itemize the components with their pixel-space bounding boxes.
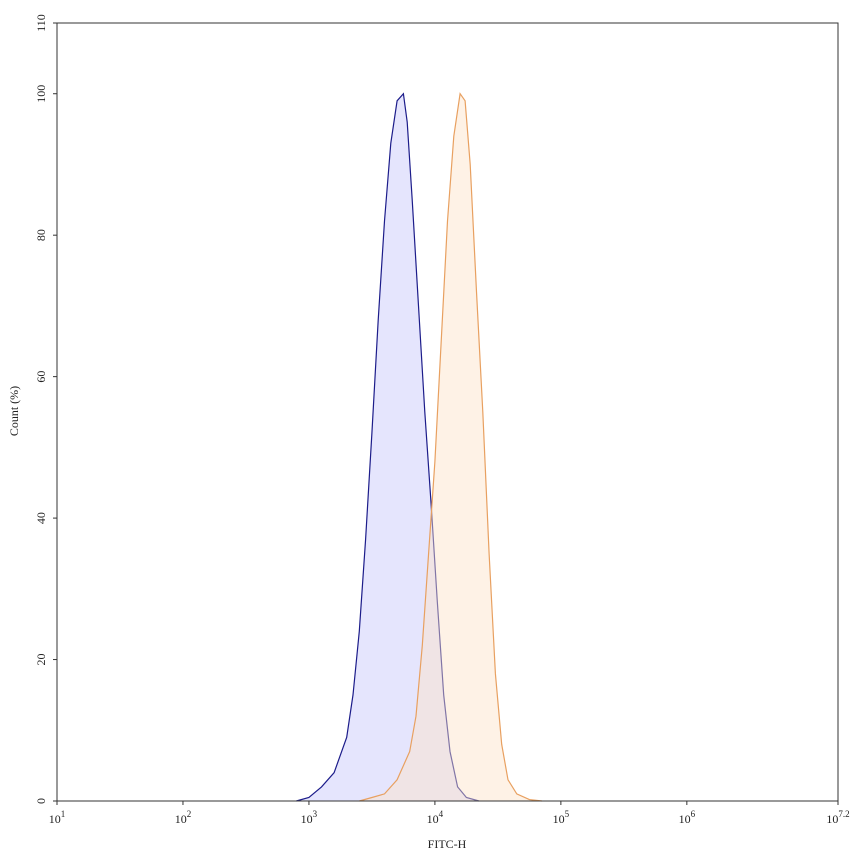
area-fill <box>359 93 542 801</box>
x-tick-label: 106 <box>679 809 696 826</box>
x-tick-base: 10 <box>175 812 187 826</box>
x-tick-label: 101 <box>49 809 66 826</box>
x-tick-exponent: 1 <box>61 809 66 819</box>
x-tick-base: 10 <box>427 812 439 826</box>
x-tick-label: 105 <box>553 809 570 826</box>
x-tick-exponent: 7.2 <box>838 809 849 819</box>
series-line <box>359 92 543 802</box>
x-tick-exponent: 3 <box>313 809 318 819</box>
x-tick-exponent: 6 <box>691 809 696 819</box>
y-tick-label: 100 <box>34 85 48 103</box>
x-tick-base: 10 <box>553 812 565 826</box>
x-tick-base: 10 <box>679 812 691 826</box>
y-tick-label: 0 <box>34 798 48 804</box>
plot-frame <box>56 22 839 802</box>
x-tick-base: 10 <box>826 812 838 826</box>
x-tick-exponent: 4 <box>439 809 444 819</box>
x-tick-label: 102 <box>175 809 192 826</box>
x-axis-label: FITC-H <box>428 837 467 851</box>
y-axis-label: Count (%) <box>7 386 21 436</box>
x-tick-label: 107.2 <box>826 809 849 826</box>
x-tick-base: 10 <box>301 812 313 826</box>
y-tick-label: 80 <box>34 229 48 241</box>
area-fill <box>296 93 479 801</box>
y-tick-label: 110 <box>34 14 48 32</box>
x-tick-label: 104 <box>427 809 444 826</box>
y-tick-label: 40 <box>34 512 48 524</box>
x-tick-base: 10 <box>49 812 61 826</box>
x-tick-label: 103 <box>301 809 318 826</box>
y-tick-label: 20 <box>34 654 48 666</box>
x-tick-exponent: 2 <box>187 809 192 819</box>
x-tick-exponent: 5 <box>565 809 570 819</box>
series-line <box>296 92 480 802</box>
y-tick-label: 60 <box>34 371 48 383</box>
